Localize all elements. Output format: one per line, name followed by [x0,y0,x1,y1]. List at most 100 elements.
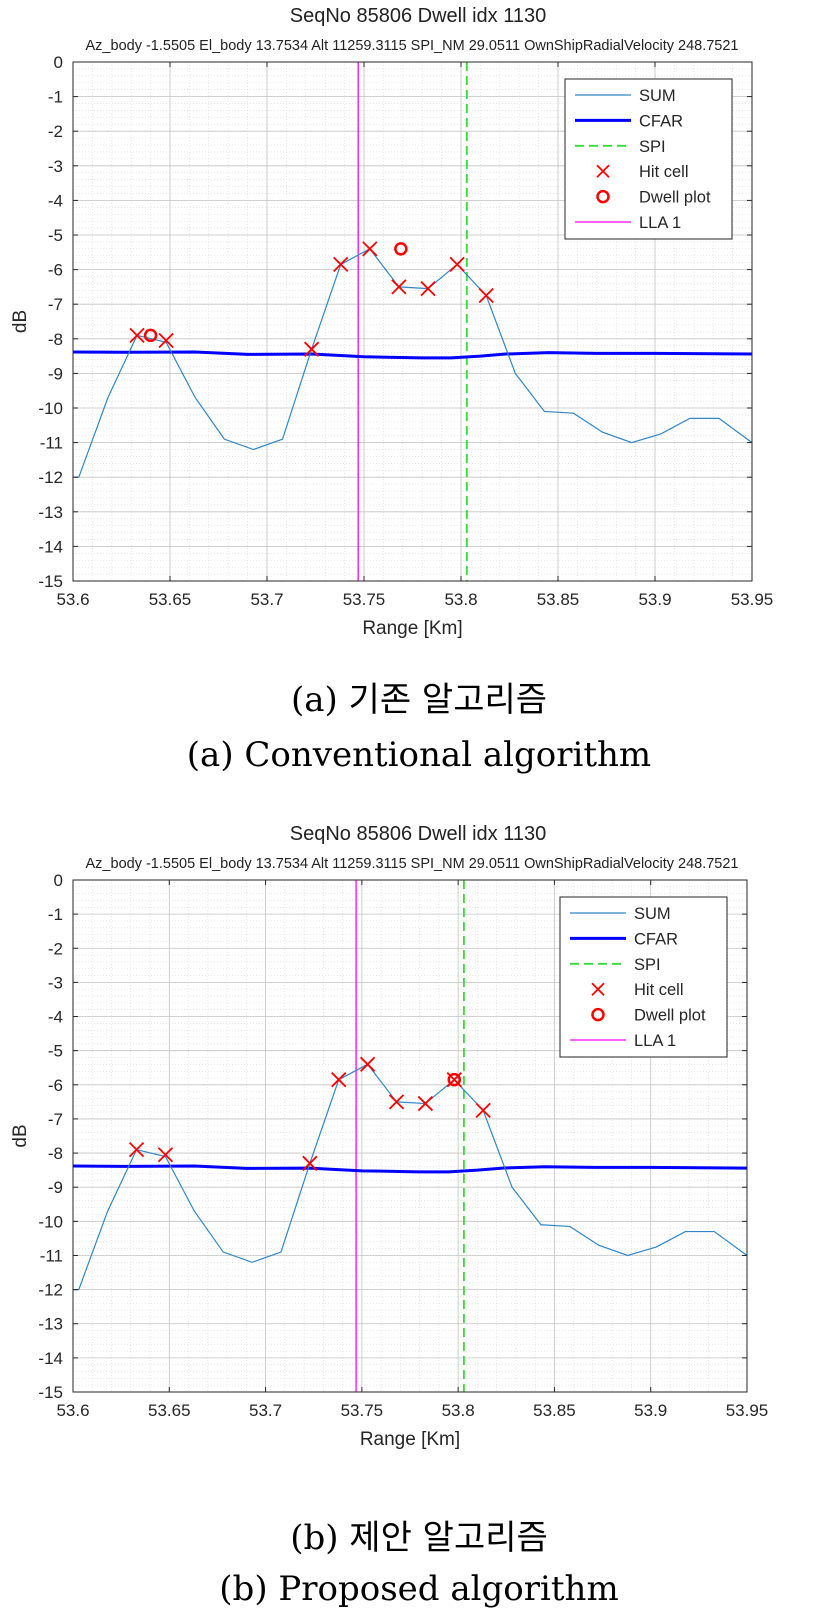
y-tick-label: -11 [40,434,63,453]
x-tick-label: 53.7 [250,590,283,609]
x-axis-label: Range [Km] [362,618,462,639]
x-tick-label: 53.6 [56,590,89,609]
y-tick-label: -8 [48,330,63,349]
x-tick-label: 53.8 [444,590,477,609]
cfar-series-line [72,1164,748,1174]
legend-label: Dwell plot [634,1007,706,1025]
x-tick-label: 53.75 [341,1401,384,1420]
legend-label: SUM [634,905,671,923]
legend: SUM CFAR SPI Hit cell Dwell plot LLA 1 [564,78,733,240]
y-tick-label: -11 [40,1246,63,1265]
x-axis-label: Range [Km] [360,1429,460,1450]
y-tick-label: 0 [54,871,63,890]
legend-label: Hit cell [639,163,689,181]
hit-cell-marker [391,279,407,295]
y-tick-label: -3 [48,973,63,992]
legend-label: Dwell plot [639,189,711,207]
y-tick-label: -2 [48,122,63,141]
hit-cell-marker [417,1095,434,1112]
y-tick-label: -15 [38,572,63,591]
y-tick-label: -12 [38,468,63,487]
cfar-series-line [72,350,753,360]
legend-label: Hit cell [634,981,684,999]
y-tick-label: -9 [48,364,63,383]
y-tick-label: -7 [48,295,63,314]
chart-subtitle: Az_body -1.5505 El_body 13.7534 Alt 1125… [86,856,739,872]
chart-subtitle: Az_body -1.5505 El_body 13.7534 Alt 1125… [86,38,739,54]
axes-frame [72,61,753,582]
hit-cell-marker [333,256,349,273]
x-tick-label: 53.65 [149,590,192,609]
y-tick-label: -6 [48,261,63,280]
y-tick-label: -5 [48,226,63,245]
x-tick-label: 53.95 [726,1401,769,1420]
y-tick-label: -14 [38,537,63,556]
y-tick-label: -5 [48,1042,63,1061]
legend-label: SPI [639,138,666,156]
legend-box [559,896,728,1058]
y-tick-label: -1 [48,905,63,924]
hit-cell-marker [158,332,174,349]
legend-symbol-hit-cell [596,164,610,178]
y-tick-label: -7 [48,1110,63,1129]
y-tick-label: -4 [48,191,63,210]
hit-cell-marker [475,1102,491,1119]
y-tick-label: -10 [38,399,63,418]
caption-a-english: (a) Conventional algorithm [186,735,652,775]
y-tick-label: -10 [38,1212,63,1231]
legend-symbol-hit-cell [591,982,605,996]
hit-cell-marker [478,287,494,304]
legend-symbol-dwell-plot [596,189,610,204]
caption-b-korean: (b) 제안 알고리즘 [290,1518,548,1558]
hit-cell-marker [128,1142,145,1158]
x-tick-label: 53.7 [249,1401,282,1420]
chart-title: SeqNo 85806 Dwell idx 1130 [290,823,546,845]
dwell-plot-marker [143,328,158,343]
legend-label: SPI [634,956,661,974]
y-tick-label: -12 [38,1281,63,1300]
legend-box [564,78,733,240]
y-tick-label: -1 [48,88,63,107]
caption-b-english: (b) Proposed algorithm [219,1569,619,1609]
y-tick-label: -14 [38,1349,63,1368]
hit-cell-marker [449,256,465,273]
hit-cell-marker [303,341,320,357]
y-tick-label: -13 [38,503,63,522]
legend-label: CFAR [639,112,683,130]
x-tick-label: 53.65 [148,1401,191,1420]
hit-cell-marker [157,1147,174,1163]
x-tick-label: 53.8 [442,1401,475,1420]
y-tick-label: -15 [38,1383,63,1402]
chart-title: SeqNo 85806 Dwell idx 1130 [290,5,546,27]
legend-symbol-dwell-plot [591,1007,605,1022]
y-tick-label: -9 [48,1178,63,1197]
x-tick-label: 53.6 [56,1401,89,1420]
hit-cell-marker [362,241,378,257]
x-tick-label: 53.9 [638,590,671,609]
hit-cell-marker [420,280,436,297]
y-tick-label: 0 [54,53,63,72]
legend: SUM CFAR SPI Hit cell Dwell plot LLA 1 [559,896,728,1058]
x-tick-label: 53.9 [634,1401,667,1420]
hit-cell-marker [129,327,145,343]
y-tick-label: -8 [48,1144,63,1163]
caption-a-korean: (a) 기존 알고리즘 [290,680,548,720]
chart-panel-b: SeqNo 85806 Dwell idx 1130 Az_body -1.550… [10,823,768,1450]
y-axis-label: dB [10,1124,31,1147]
legend-label: CFAR [634,930,678,948]
y-tick-label: -2 [48,939,63,958]
hit-cell-marker [302,1155,318,1171]
y-tick-label: -3 [48,157,63,176]
legend-label: SUM [639,87,676,105]
dwell-plot-marker [447,1072,462,1087]
hit-cell-marker [388,1094,405,1110]
legend-label: LLA 1 [639,214,681,232]
x-tick-label: 53.85 [533,1401,576,1420]
chart-panel-a: SeqNo 85806 Dwell idx 1130 Az_body -1.550… [10,5,773,639]
x-tick-label: 53.75 [343,590,386,609]
y-tick-label: -13 [38,1315,63,1334]
dwell-plot-marker [394,242,408,256]
y-axis-label: dB [10,310,31,333]
x-tick-label: 53.95 [731,590,774,609]
